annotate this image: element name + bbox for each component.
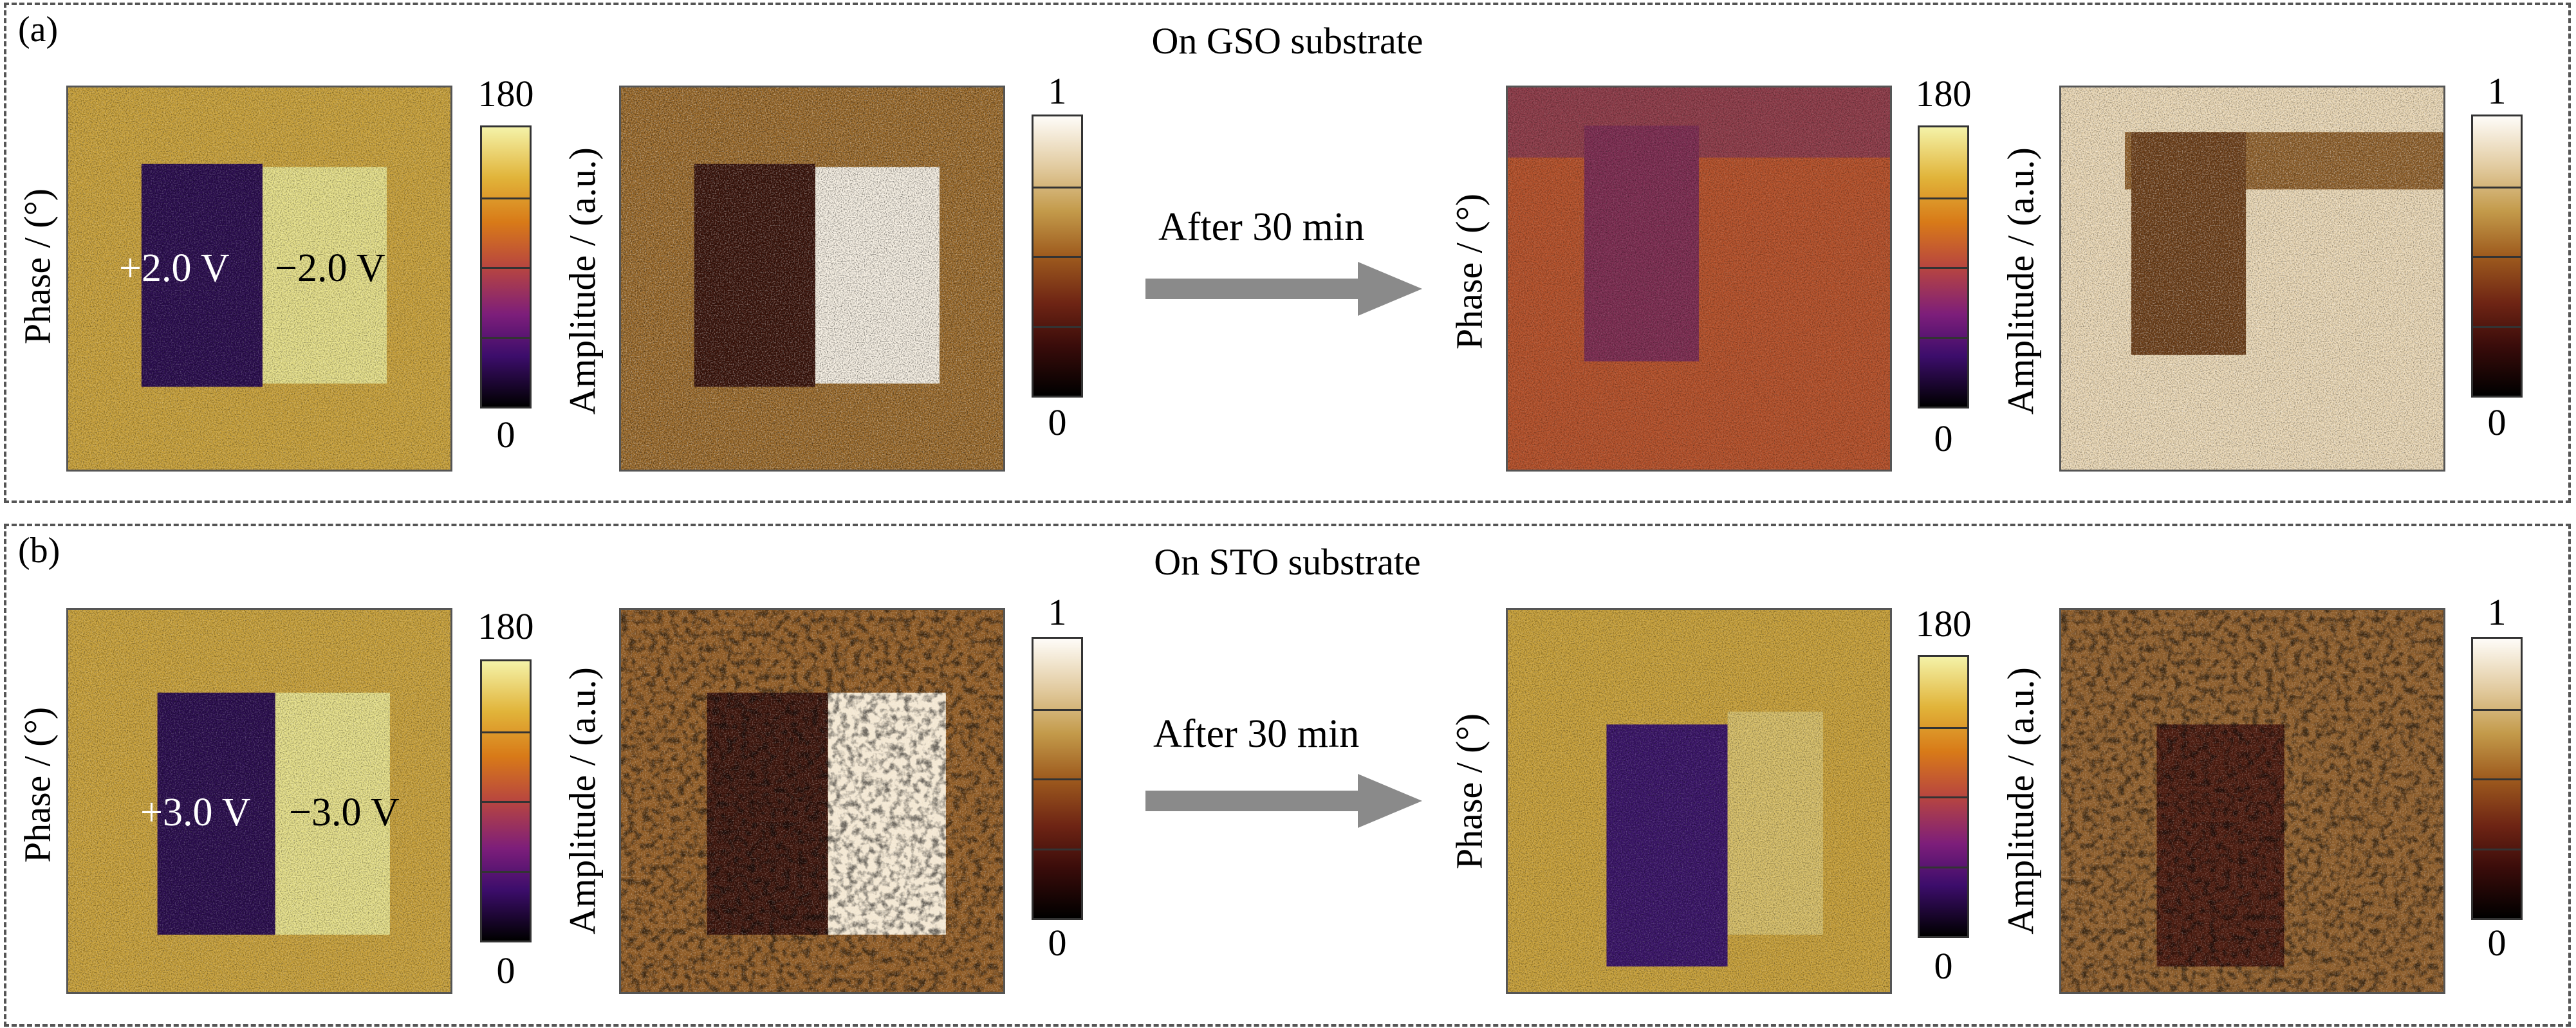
phase-colorbar-max: 180 (1915, 73, 1972, 115)
voltage-left-label: +2.0 V (119, 246, 230, 290)
phase-image-before (66, 608, 452, 994)
amplitude-colorbar-min: 0 (1048, 922, 1067, 964)
phase-colorbar (1918, 655, 1969, 938)
phase-colorbar-min: 0 (496, 950, 515, 991)
amplitude-image-after (2059, 608, 2445, 994)
phase-colorbar-min: 0 (496, 414, 515, 455)
phase-image-after (1506, 86, 1892, 472)
phase-colorbar-min: 0 (1934, 418, 1953, 459)
amplitude-colorbar (1032, 115, 1083, 398)
amplitude-colorbar-max: 1 (1048, 591, 1067, 633)
panel-a: (a) On GSO substrate (4, 3, 2571, 503)
right-arrow-icon (1145, 774, 1422, 828)
after-30-min-label: After 30 min (1158, 205, 1365, 249)
amplitude-colorbar (2471, 115, 2523, 398)
panel-title: On GSO substrate (1151, 20, 1423, 62)
phase-image-after (1506, 608, 1892, 994)
panel-letter: (a) (18, 10, 59, 50)
phase-image-before (66, 86, 452, 472)
amplitude-image-after (2059, 86, 2445, 472)
amplitude-colorbar-max: 1 (1048, 70, 1067, 112)
voltage-left-label: +3.0 V (140, 791, 251, 834)
phase-colorbar (1918, 125, 1969, 408)
phase-colorbar (480, 659, 532, 942)
phase-colorbar-min: 0 (1934, 945, 1953, 987)
amplitude-colorbar-min: 0 (2487, 922, 2507, 964)
right-arrow-icon (1145, 262, 1422, 316)
phase-colorbar-max: 180 (1915, 603, 1972, 645)
after-30-min-label: After 30 min (1153, 712, 1360, 756)
amplitude-colorbar (2471, 637, 2523, 920)
panel-letter: (b) (18, 531, 60, 571)
voltage-right-label: −2.0 V (275, 246, 385, 290)
amplitude-image-before (619, 86, 1005, 472)
amplitude-colorbar-min: 0 (2487, 401, 2507, 443)
amplitude-colorbar-max: 1 (2487, 70, 2507, 112)
amplitude-colorbar-min: 0 (1048, 401, 1067, 443)
panel-title: On STO substrate (1154, 541, 1421, 583)
panel-b: (b) On STO substrate (4, 524, 2571, 1027)
amplitude-colorbar-max: 1 (2487, 591, 2507, 633)
phase-colorbar-max: 180 (477, 605, 534, 647)
amplitude-colorbar (1032, 637, 1083, 920)
phase-colorbar-max: 180 (477, 73, 534, 115)
phase-colorbar (480, 125, 532, 408)
voltage-right-label: −3.0 V (289, 791, 400, 834)
amplitude-image-before (619, 608, 1005, 994)
